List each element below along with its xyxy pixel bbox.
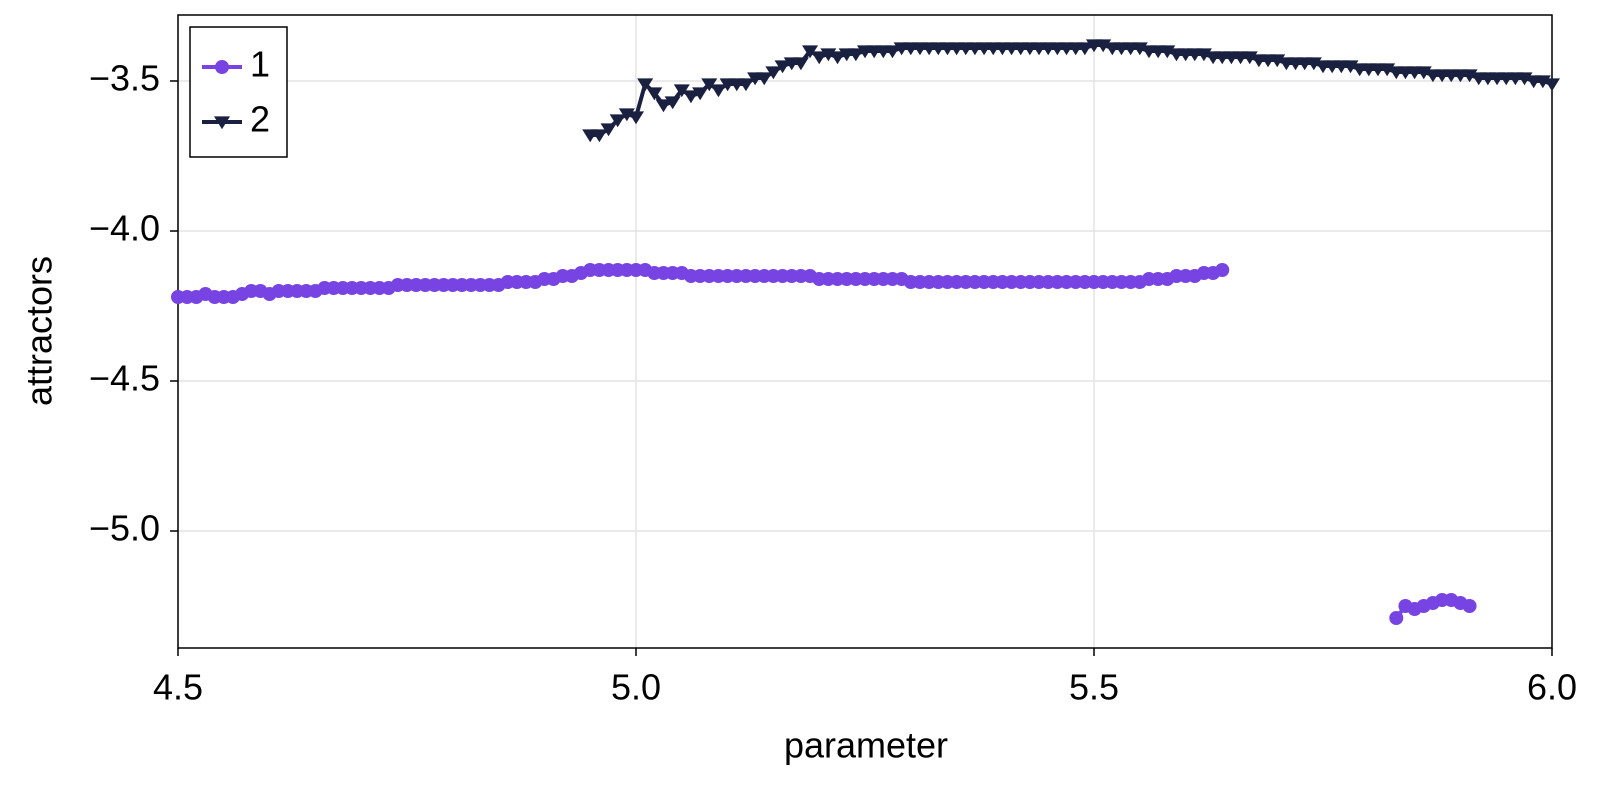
marker xyxy=(811,51,828,65)
marker xyxy=(847,48,864,62)
x-tick-label: 4.5 xyxy=(153,667,203,708)
y-tick-label: −3.5 xyxy=(89,58,160,99)
marker xyxy=(1076,42,1093,56)
y-tick-label: −4.5 xyxy=(89,358,160,399)
series-line xyxy=(590,43,1553,137)
marker xyxy=(609,114,626,128)
marker xyxy=(737,78,754,92)
marker xyxy=(774,60,791,74)
marker xyxy=(637,78,654,92)
legend-label: 2 xyxy=(250,99,270,140)
marker xyxy=(664,96,681,110)
marker xyxy=(591,129,608,143)
marker xyxy=(701,78,718,92)
marker xyxy=(756,72,773,86)
legend-label: 1 xyxy=(250,44,270,85)
marker xyxy=(1462,599,1477,613)
marker xyxy=(682,90,699,104)
marker xyxy=(829,51,846,65)
marker xyxy=(1215,263,1230,277)
marker xyxy=(1544,78,1560,92)
x-tick-label: 6.0 xyxy=(1527,667,1577,708)
marker xyxy=(1389,611,1404,625)
y-axis-label: attractors xyxy=(19,256,60,406)
marker xyxy=(215,60,229,74)
plot-frame xyxy=(177,14,1553,649)
marker xyxy=(792,57,809,71)
marker xyxy=(214,116,230,130)
marker xyxy=(884,45,901,59)
marker xyxy=(692,87,709,101)
marker xyxy=(628,111,644,125)
y-tick-label: −4.0 xyxy=(89,208,160,249)
legend: 12 xyxy=(189,26,288,158)
y-tick-label: −5.0 xyxy=(89,508,160,549)
legend-box xyxy=(189,26,288,158)
marker xyxy=(646,87,663,101)
marker xyxy=(802,45,819,59)
marker xyxy=(765,66,782,80)
marker xyxy=(710,84,727,98)
x-tick-label: 5.5 xyxy=(1069,667,1119,708)
marker xyxy=(673,84,690,98)
x-axis-label: parameter xyxy=(784,725,948,766)
marker xyxy=(600,123,617,137)
marker xyxy=(655,99,672,113)
x-tick-label: 5.0 xyxy=(611,667,661,708)
